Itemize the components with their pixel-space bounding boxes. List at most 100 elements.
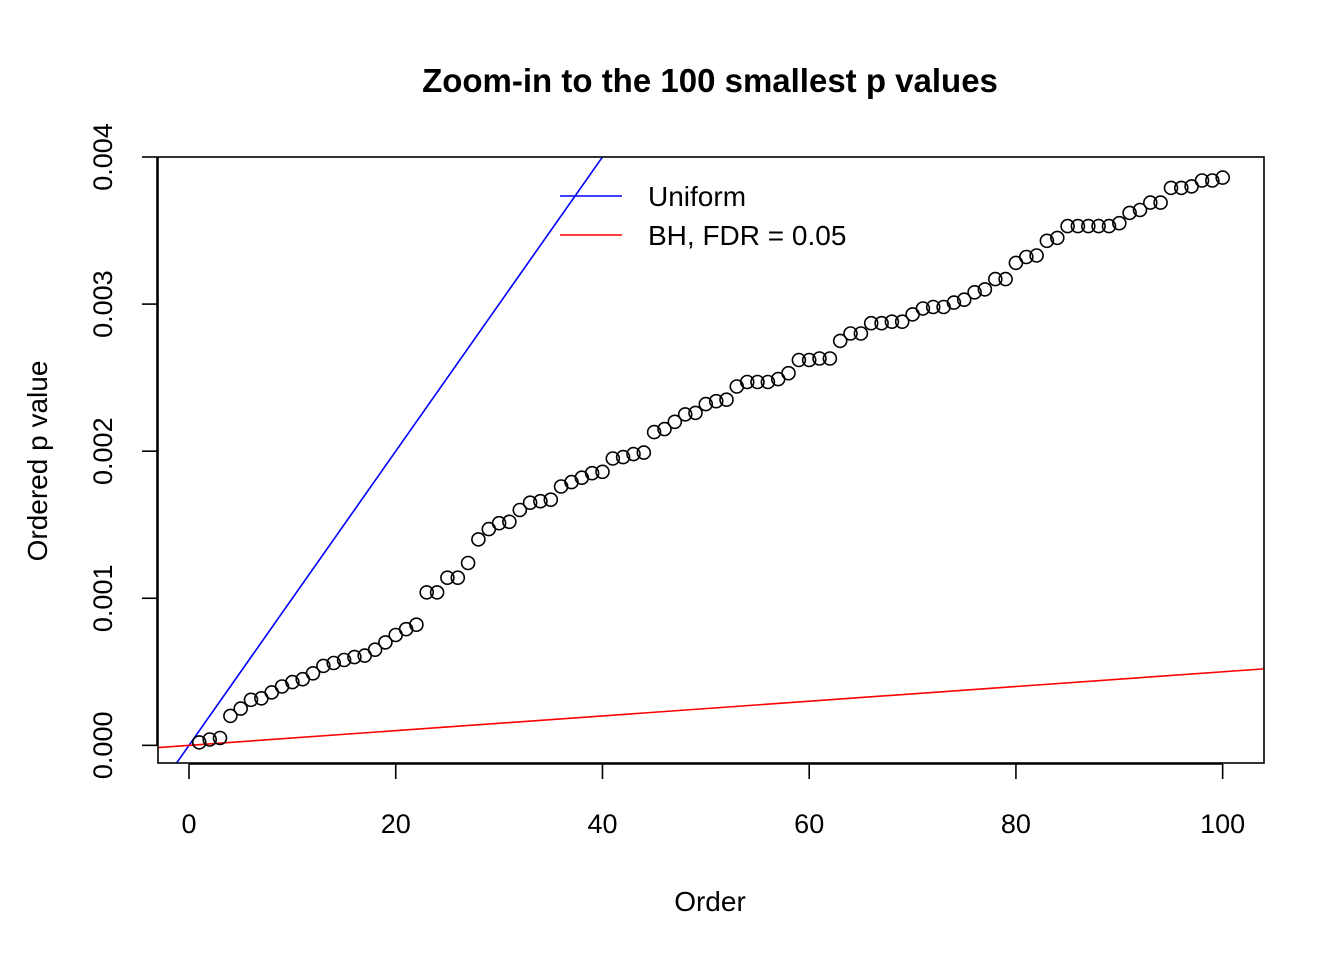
data-point — [595, 464, 610, 480]
data-point — [781, 365, 796, 381]
data-point — [1029, 248, 1044, 263]
legend-label-bh: BH, FDR = 0.05 — [648, 220, 846, 251]
data-point — [409, 617, 424, 633]
data-point — [1174, 180, 1189, 196]
data-point — [750, 374, 765, 390]
data-point — [491, 515, 507, 531]
data-point — [347, 649, 362, 665]
data-point — [874, 315, 889, 331]
x-tick-label: 100 — [1200, 809, 1245, 839]
data-point — [801, 352, 817, 368]
data-point — [212, 730, 228, 746]
data-point — [832, 333, 848, 349]
bh-fdr-line — [158, 668, 1264, 749]
data-point — [615, 449, 631, 465]
data-point — [1070, 218, 1086, 234]
x-tick-label: 20 — [381, 809, 411, 839]
data-point — [202, 732, 217, 747]
data-point — [192, 735, 207, 750]
data-point — [688, 405, 703, 421]
data-point — [719, 392, 734, 408]
data-point — [429, 585, 445, 600]
data-point — [450, 570, 466, 586]
data-point — [285, 674, 300, 690]
data-point — [522, 495, 538, 511]
data-point — [1101, 218, 1117, 234]
data-point — [977, 282, 993, 297]
y-axis-title: Ordered p value — [22, 361, 53, 562]
y-tick-label: 0.003 — [88, 270, 118, 338]
data-point — [956, 292, 972, 308]
data-point — [316, 658, 331, 674]
data-point — [233, 701, 248, 716]
data-point — [822, 351, 838, 366]
data-point — [998, 271, 1013, 287]
data-point — [1060, 218, 1075, 234]
chart-title: Zoom-in to the 100 smallest p values — [422, 62, 998, 99]
data-point — [1081, 218, 1096, 234]
data-point — [1163, 180, 1179, 196]
y-tick-label: 0.000 — [88, 712, 118, 780]
data-point — [967, 284, 982, 300]
y-tick-label: 0.002 — [88, 417, 118, 485]
data-point — [946, 295, 962, 310]
data-point — [1112, 215, 1127, 231]
data-point — [646, 424, 662, 440]
data-point — [739, 374, 755, 390]
data-point — [843, 326, 858, 341]
data-point — [1019, 249, 1034, 265]
data-point — [1194, 173, 1210, 188]
reference-lines — [158, 157, 1264, 763]
data-point — [419, 585, 435, 600]
data-point — [502, 514, 517, 530]
data-point — [584, 465, 600, 481]
data-point — [884, 314, 900, 330]
data-point — [1122, 205, 1137, 221]
data-points — [192, 170, 1230, 750]
data-point — [987, 271, 1003, 287]
data-point — [1205, 173, 1220, 188]
data-point — [657, 421, 672, 437]
x-tick-label: 40 — [587, 809, 617, 839]
y-tick-label: 0.004 — [88, 123, 118, 191]
data-point — [626, 446, 641, 462]
data-point — [812, 351, 827, 366]
data-point — [853, 326, 869, 341]
data-point — [1050, 230, 1065, 246]
plot-frame — [157, 156, 1265, 764]
data-point — [1143, 195, 1158, 210]
x-tick-label: 60 — [794, 809, 824, 839]
data-point — [1039, 233, 1055, 249]
x-axis-title: Order — [674, 886, 746, 917]
data-point — [636, 445, 652, 460]
data-point — [1215, 170, 1230, 185]
data-point — [1132, 202, 1148, 218]
data-point — [605, 451, 621, 466]
data-point — [667, 414, 683, 430]
data-point — [471, 532, 486, 547]
data-point — [863, 315, 879, 331]
uniform-line — [175, 157, 604, 763]
data-point — [791, 352, 807, 368]
data-point — [698, 396, 714, 412]
x-axis: 0 20 40 60 80 100 — [181, 763, 1245, 839]
data-point — [925, 299, 941, 315]
data-point — [1153, 195, 1168, 210]
legend-label-uniform: Uniform — [648, 181, 746, 212]
data-point — [533, 493, 548, 509]
data-point — [460, 555, 476, 571]
x-tick-label: 0 — [181, 809, 196, 839]
data-point — [894, 314, 910, 330]
data-point — [1091, 218, 1106, 234]
y-axis: 0.000 0.001 0.002 0.003 0.004 — [88, 123, 158, 780]
data-point — [543, 492, 559, 508]
data-point — [243, 692, 259, 708]
data-point — [367, 642, 383, 658]
data-point — [708, 393, 724, 409]
y-tick-label: 0.001 — [88, 565, 118, 633]
data-point — [915, 301, 931, 316]
data-point — [336, 652, 352, 668]
legend: Uniform BH, FDR = 0.05 — [560, 181, 846, 251]
data-point — [760, 374, 776, 390]
